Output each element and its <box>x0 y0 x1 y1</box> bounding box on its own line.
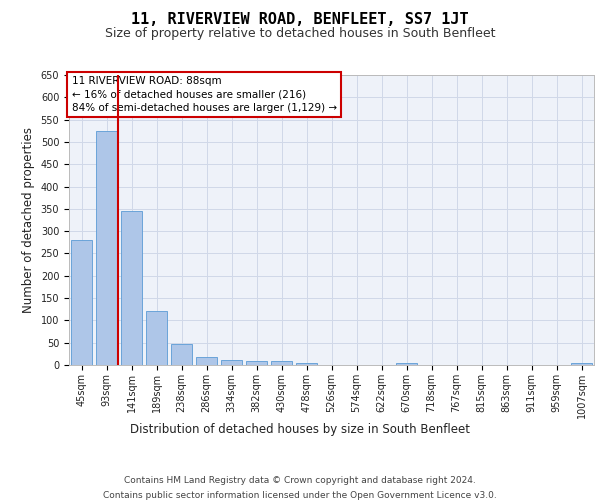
Bar <box>396 363 417 365</box>
Text: Distribution of detached houses by size in South Benfleet: Distribution of detached houses by size … <box>130 422 470 436</box>
Text: Size of property relative to detached houses in South Benfleet: Size of property relative to detached ho… <box>105 28 495 40</box>
Bar <box>196 357 217 365</box>
Y-axis label: Number of detached properties: Number of detached properties <box>22 127 35 313</box>
Bar <box>71 240 92 365</box>
Bar <box>571 363 592 365</box>
Bar <box>296 363 317 365</box>
Bar <box>246 360 267 365</box>
Bar <box>171 344 192 365</box>
Text: 11, RIVERVIEW ROAD, BENFLEET, SS7 1JT: 11, RIVERVIEW ROAD, BENFLEET, SS7 1JT <box>131 12 469 28</box>
Text: Contains public sector information licensed under the Open Government Licence v3: Contains public sector information licen… <box>103 491 497 500</box>
Bar <box>271 362 292 365</box>
Bar <box>221 360 242 365</box>
Text: Contains HM Land Registry data © Crown copyright and database right 2024.: Contains HM Land Registry data © Crown c… <box>124 476 476 485</box>
Text: 11 RIVERVIEW ROAD: 88sqm
← 16% of detached houses are smaller (216)
84% of semi-: 11 RIVERVIEW ROAD: 88sqm ← 16% of detach… <box>71 76 337 113</box>
Bar <box>146 312 167 365</box>
Bar <box>121 211 142 365</box>
Bar <box>96 131 117 365</box>
